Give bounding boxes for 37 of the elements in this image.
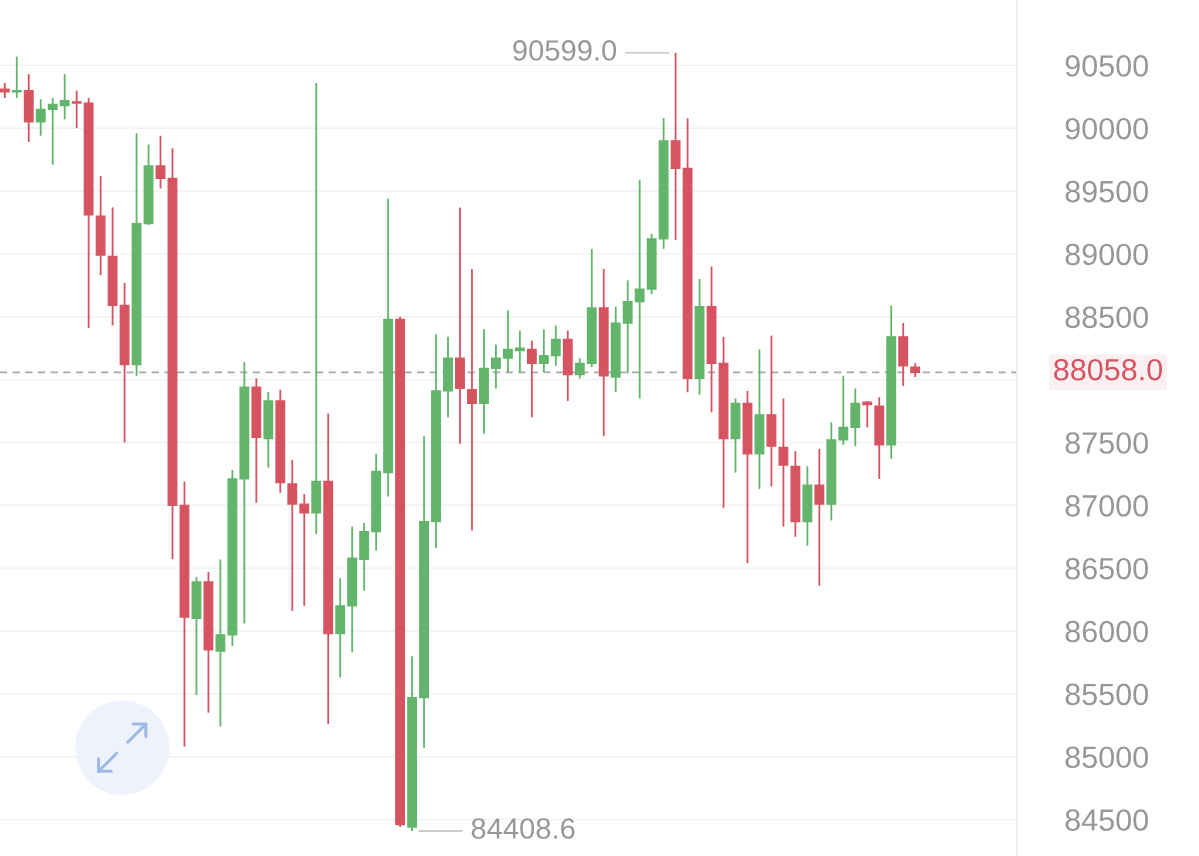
y-tick-label: 86500 bbox=[1065, 557, 1148, 580]
y-tick-label: 90000 bbox=[1065, 117, 1148, 140]
candlestick bbox=[574, 357, 585, 380]
y-tick-label: 84500 bbox=[1065, 809, 1148, 831]
annotation: 90599.0 bbox=[513, 40, 617, 61]
ref-line-label: 88058.0 bbox=[1054, 358, 1163, 381]
candlestick bbox=[622, 279, 633, 375]
y-tick-label: 85000 bbox=[1065, 746, 1148, 769]
y-tick-label: 87000 bbox=[1065, 495, 1148, 517]
candlestick bbox=[550, 324, 561, 367]
candlestick bbox=[526, 339, 537, 419]
candlestick bbox=[155, 134, 166, 190]
candlestick bbox=[850, 387, 861, 448]
candlestick bbox=[311, 82, 322, 536]
candlestick bbox=[71, 89, 82, 130]
annotation: 84408.6 bbox=[471, 818, 575, 839]
candlestick bbox=[778, 397, 789, 528]
y-tick-label: 87500 bbox=[1065, 432, 1148, 454]
y-tick-label: 88500 bbox=[1065, 306, 1148, 329]
candlestick bbox=[59, 73, 70, 121]
y-tick-label: 86000 bbox=[1065, 620, 1148, 643]
y-tick-label: 89500 bbox=[1065, 180, 1148, 203]
candlestick bbox=[814, 447, 825, 587]
candlestick bbox=[35, 98, 46, 137]
y-tick-label: 90500 bbox=[1065, 55, 1148, 77]
candlestick bbox=[502, 309, 513, 373]
candlestick bbox=[634, 178, 645, 400]
y-tick-label: 85500 bbox=[1065, 683, 1148, 706]
candlestick bbox=[47, 97, 58, 166]
candlestick bbox=[467, 268, 477, 532]
candlestick bbox=[215, 558, 226, 728]
candlestick bbox=[838, 374, 849, 446]
candlestick bbox=[287, 459, 298, 612]
candlestick bbox=[490, 343, 501, 390]
y-tick-label: 89000 bbox=[1065, 243, 1148, 266]
candlestick bbox=[299, 493, 310, 607]
candlestick bbox=[538, 328, 549, 373]
